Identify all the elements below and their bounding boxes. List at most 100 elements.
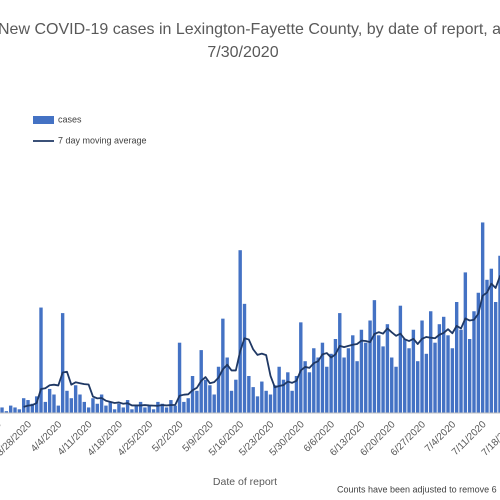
bar bbox=[493, 302, 498, 413]
bar bbox=[143, 407, 147, 413]
bar bbox=[372, 300, 377, 413]
bar bbox=[424, 353, 429, 413]
bar bbox=[69, 398, 74, 413]
bar bbox=[238, 250, 242, 413]
bar bbox=[385, 324, 390, 413]
bar bbox=[381, 346, 385, 413]
bar bbox=[472, 311, 476, 413]
bar bbox=[476, 292, 481, 413]
bar bbox=[190, 376, 195, 413]
bar bbox=[480, 222, 485, 413]
bar bbox=[264, 390, 268, 413]
footnote: Counts have been adjusted to remove 6 bbox=[337, 484, 497, 494]
bar bbox=[108, 401, 112, 413]
bar bbox=[351, 335, 355, 413]
bar bbox=[151, 409, 156, 413]
bar bbox=[433, 342, 437, 413]
bar bbox=[251, 387, 255, 413]
bar bbox=[368, 320, 372, 413]
bar bbox=[346, 348, 351, 413]
bar bbox=[290, 390, 294, 413]
bar bbox=[17, 409, 22, 413]
legend-label: cases bbox=[58, 114, 82, 124]
chart-title: New COVID-19 cases in Lexington-Fayette … bbox=[0, 21, 500, 38]
bar bbox=[203, 379, 208, 413]
bar bbox=[398, 305, 403, 413]
bar bbox=[407, 348, 411, 413]
bar bbox=[355, 361, 359, 413]
bar bbox=[316, 357, 320, 413]
bar bbox=[429, 311, 433, 413]
bar bbox=[325, 366, 329, 413]
bar bbox=[195, 390, 199, 413]
bar bbox=[173, 405, 177, 413]
bar bbox=[273, 385, 277, 413]
bar bbox=[242, 303, 247, 413]
bar bbox=[441, 316, 446, 413]
bar bbox=[39, 307, 43, 413]
bar bbox=[467, 339, 472, 413]
bar bbox=[411, 329, 416, 413]
bar bbox=[485, 279, 489, 413]
bar bbox=[277, 366, 281, 413]
bar bbox=[234, 379, 238, 413]
bar bbox=[454, 302, 459, 413]
bar bbox=[312, 348, 316, 413]
bar bbox=[130, 409, 134, 413]
bar bbox=[450, 348, 455, 413]
legend-swatch bbox=[33, 116, 54, 124]
x-tick-label: 5/2/2020 bbox=[150, 419, 186, 455]
bar bbox=[186, 398, 190, 413]
bar bbox=[437, 324, 442, 413]
bar bbox=[320, 342, 325, 413]
line bbox=[23, 274, 500, 408]
bar bbox=[56, 405, 61, 413]
bar bbox=[247, 376, 251, 413]
bar bbox=[138, 401, 143, 413]
bar bbox=[294, 376, 299, 413]
bar bbox=[78, 394, 82, 413]
bar bbox=[390, 357, 394, 413]
bar bbox=[208, 385, 212, 413]
bar bbox=[43, 401, 48, 413]
bar bbox=[34, 396, 39, 413]
chart-title: 7/30/2020 bbox=[207, 44, 278, 61]
bar bbox=[21, 398, 26, 413]
bar bbox=[82, 401, 86, 413]
bar bbox=[73, 385, 78, 413]
bar bbox=[156, 401, 160, 413]
bar bbox=[112, 409, 117, 413]
bar bbox=[225, 357, 229, 413]
bar bbox=[420, 320, 424, 413]
bar bbox=[99, 394, 104, 413]
bar bbox=[459, 329, 463, 413]
bar bbox=[95, 403, 99, 413]
bar bbox=[164, 407, 169, 413]
bar bbox=[364, 342, 368, 413]
bar bbox=[303, 361, 307, 413]
bar bbox=[65, 390, 69, 413]
bar bbox=[333, 339, 338, 413]
bar bbox=[394, 366, 398, 413]
legend-label: 7 day moving average bbox=[58, 135, 147, 145]
bar bbox=[177, 342, 182, 413]
bar bbox=[4, 411, 9, 413]
bar bbox=[342, 357, 346, 413]
bar bbox=[281, 379, 286, 413]
bar bbox=[121, 407, 125, 413]
bar bbox=[182, 401, 186, 413]
bar bbox=[216, 366, 221, 413]
bar bbox=[489, 268, 494, 413]
bar bbox=[86, 407, 91, 413]
bar bbox=[30, 403, 35, 413]
bar bbox=[338, 313, 342, 413]
bar bbox=[286, 372, 290, 413]
bar bbox=[125, 400, 130, 413]
bar bbox=[307, 372, 312, 413]
x-axis-title: Date of report bbox=[213, 476, 277, 488]
x-tick-label: 3/28/2020 bbox=[0, 419, 34, 459]
bar bbox=[0, 407, 4, 413]
